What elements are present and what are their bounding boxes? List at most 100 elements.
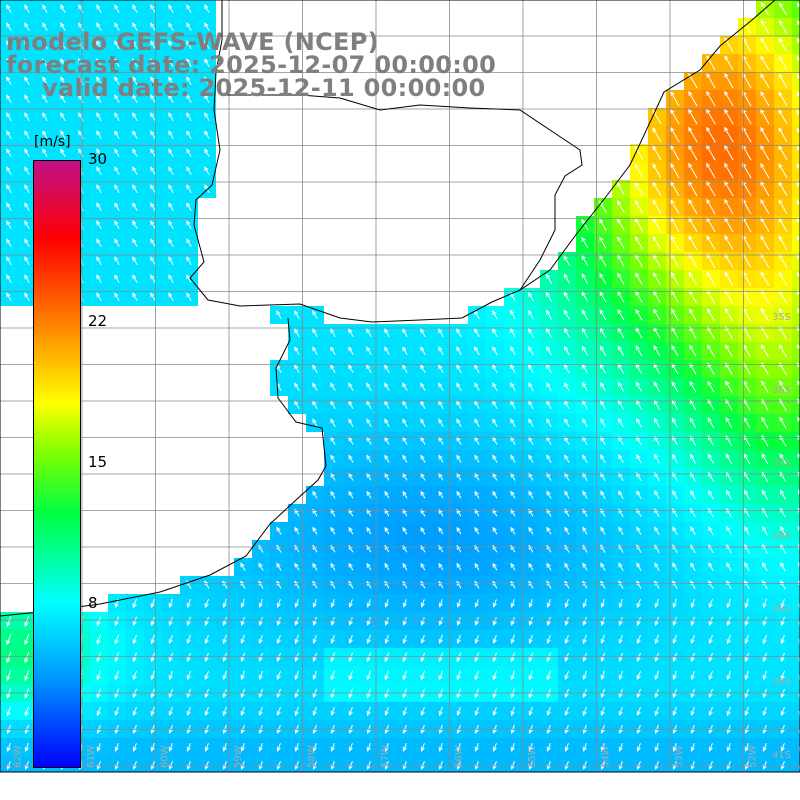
- wind-arrow: [652, 163, 662, 179]
- wind-arrow: [780, 652, 785, 663]
- wind-arrow: [114, 4, 120, 14]
- wind-arrow: [492, 743, 497, 752]
- wind-arrow: [706, 162, 716, 179]
- wind-arrow: [330, 706, 335, 717]
- wind-arrow: [132, 202, 138, 212]
- wind-arrow: [762, 670, 767, 681]
- wind-arrow: [258, 724, 263, 734]
- wind-arrow: [240, 616, 245, 627]
- wind-arrow: [402, 743, 407, 752]
- wind-arrow: [402, 599, 407, 608]
- wind-arrow: [438, 490, 444, 499]
- wind-arrow: [150, 76, 156, 86]
- wind-arrow: [24, 706, 30, 717]
- wind-arrow: [779, 416, 787, 429]
- speed-cell: [792, 720, 800, 738]
- wind-arrow: [528, 490, 534, 499]
- wind-arrow: [582, 454, 588, 464]
- wind-arrow: [150, 634, 155, 645]
- wind-arrow: [708, 562, 714, 572]
- wind-arrow: [294, 580, 300, 589]
- wind-arrow: [402, 562, 408, 571]
- wind-arrow: [24, 256, 30, 266]
- wind-arrow: [276, 652, 281, 663]
- wind-arrow: [600, 417, 606, 428]
- wind-arrow: [672, 489, 678, 500]
- wind-arrow: [724, 216, 734, 233]
- wind-arrow: [688, 162, 698, 179]
- lat-label: 35S: [772, 312, 791, 323]
- wind-arrow: [797, 507, 800, 513]
- wind-arrow: [150, 238, 156, 248]
- wind-arrow: [6, 292, 12, 302]
- wind-arrow: [510, 724, 515, 734]
- wind-arrow: [186, 256, 192, 266]
- wind-arrow: [294, 310, 300, 320]
- wind-arrow: [798, 543, 800, 549]
- wind-arrow: [581, 327, 589, 338]
- wind-arrow: [706, 307, 715, 322]
- wind-arrow: [24, 148, 30, 158]
- speed-cell: [792, 432, 800, 450]
- wind-arrow: [546, 634, 551, 644]
- wind-arrow: [653, 381, 661, 392]
- wind-arrow: [78, 130, 84, 140]
- wind-arrow: [725, 380, 733, 393]
- wind-arrow: [672, 598, 677, 609]
- wind-arrow: [760, 253, 770, 268]
- wind-arrow: [672, 724, 677, 734]
- wind-arrow: [204, 94, 210, 104]
- wind-arrow: [796, 199, 800, 207]
- wind-arrow: [384, 346, 390, 356]
- speed-cell: [792, 252, 800, 270]
- wind-arrow: [168, 184, 174, 194]
- wind-arrow: [42, 40, 48, 50]
- wind-arrow: [492, 706, 497, 717]
- wind-arrow: [600, 472, 606, 482]
- wind-arrow: [706, 90, 716, 107]
- wind-arrow: [689, 362, 697, 375]
- wind-arrow: [546, 599, 551, 608]
- wind-arrow: [132, 292, 138, 302]
- wind-arrow: [564, 418, 570, 428]
- wind-arrow: [510, 472, 516, 481]
- wind-arrow: [744, 706, 749, 717]
- speed-cell: [792, 504, 800, 522]
- lat-label: 38S: [772, 531, 791, 542]
- wind-arrow: [168, 256, 174, 266]
- wind-arrow: [96, 94, 102, 104]
- wind-arrow: [384, 328, 390, 338]
- wind-arrow: [762, 598, 767, 609]
- wind-arrow: [617, 309, 625, 321]
- wind-arrow: [276, 743, 281, 752]
- wind-arrow: [402, 724, 407, 734]
- speed-cell: [792, 756, 800, 772]
- wind-arrow: [366, 706, 371, 717]
- wind-arrow: [168, 166, 174, 176]
- wind-arrow: [420, 454, 426, 463]
- wind-arrow: [510, 346, 516, 356]
- wind-arrow: [276, 562, 282, 571]
- wind-arrow: [42, 58, 48, 68]
- wind-arrow: [24, 724, 29, 735]
- wind-arrow: [474, 652, 480, 663]
- wind-arrow: [60, 4, 66, 14]
- wind-arrow: [708, 526, 714, 536]
- wind-arrow: [6, 112, 12, 122]
- wind-arrow: [690, 706, 695, 717]
- wind-arrow: [150, 94, 156, 104]
- wind-arrow: [6, 651, 12, 664]
- lon-label: 60W: [160, 745, 171, 768]
- wind-arrow: [690, 634, 695, 645]
- wind-arrow: [402, 652, 408, 663]
- wind-arrow: [778, 91, 788, 107]
- wind-arrow: [510, 418, 516, 428]
- wind-arrow: [564, 706, 569, 717]
- speed-cell: [792, 522, 800, 540]
- wind-arrow: [96, 724, 101, 735]
- wind-arrow: [60, 40, 66, 50]
- wind-arrow: [366, 562, 372, 571]
- wind-arrow: [581, 255, 589, 267]
- speed-cell: [792, 540, 800, 558]
- wind-arrow: [474, 634, 479, 644]
